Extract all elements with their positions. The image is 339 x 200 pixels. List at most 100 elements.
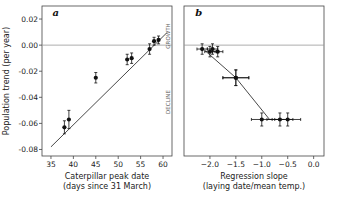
y-error-bar	[216, 46, 219, 56]
data-point	[94, 76, 98, 80]
y-error-cap	[208, 46, 211, 47]
panel-label: b	[195, 7, 202, 18]
y-tick	[39, 149, 42, 150]
x-error-cap	[274, 118, 275, 121]
y-error-bar	[63, 121, 66, 134]
x-tick	[235, 156, 236, 159]
plot-area	[42, 32, 172, 147]
y-error-bar	[148, 44, 151, 54]
x-tick-label: 40	[69, 160, 79, 169]
y-error-cap	[148, 43, 151, 44]
x-tick	[140, 156, 141, 159]
x-axis-label-line: (days since 31 March)	[63, 182, 151, 191]
reference-line	[184, 45, 324, 46]
x-tick-label: −2.0	[201, 160, 219, 169]
y-tick-label: -0.04	[19, 93, 39, 102]
y-error-cap	[278, 112, 281, 113]
x-tick	[163, 156, 164, 159]
y-error-bar	[157, 36, 160, 44]
x-error-bar	[213, 50, 223, 53]
data-point	[216, 50, 220, 54]
y-error-bar	[211, 44, 214, 54]
data-point	[62, 125, 66, 129]
y-error-cap	[286, 126, 289, 127]
data-point	[67, 117, 71, 121]
plot-frame	[42, 6, 172, 156]
x-axis-label-line: Caterpillar peak date	[65, 172, 150, 181]
y-error-bar	[126, 54, 129, 64]
y-error-cap	[260, 112, 263, 113]
y-error-cap	[126, 64, 129, 65]
y-error-cap	[234, 69, 237, 70]
y-tick	[39, 19, 42, 20]
y-error-cap	[234, 85, 237, 86]
x-tick	[313, 156, 314, 159]
x-tick	[287, 156, 288, 159]
data-point	[152, 39, 156, 43]
y-axis-label: Population trend (per year)	[2, 27, 11, 135]
x-error-cap	[212, 50, 213, 53]
x-axis-label: Regression slope(laying date/mean temp.)	[203, 172, 305, 191]
y-error-cap	[153, 45, 156, 46]
x-tick-label: 50	[113, 160, 123, 169]
y-error-cap	[63, 120, 66, 121]
x-error-cap	[207, 48, 208, 51]
y-error-cap	[201, 54, 204, 55]
y-tick-label: -0.08	[19, 145, 39, 154]
y-error-cap	[201, 43, 204, 44]
y-tick	[39, 97, 42, 98]
y-error-cap	[63, 133, 66, 134]
plot-area	[184, 44, 324, 126]
x-error-cap	[204, 50, 205, 53]
y-error-cap	[130, 63, 133, 64]
x-tick-label: 35	[46, 160, 56, 169]
chart-root: 354045505560-0.08-0.06-0.04-0.020.000.02…	[0, 0, 339, 200]
x-axis-label: Caterpillar peak date(days since 31 Marc…	[63, 172, 151, 191]
y-error-bar	[286, 113, 289, 126]
data-point	[147, 47, 151, 51]
y-tick-label: -0.06	[19, 119, 39, 128]
y-error-bar	[260, 113, 263, 126]
y-tick-label: -0.02	[19, 67, 39, 76]
y-error-cap	[260, 126, 263, 127]
y-tick	[39, 45, 42, 46]
y-error-cap	[208, 56, 211, 57]
y-tick-label: 0.02	[21, 15, 38, 24]
trend-line	[205, 50, 284, 119]
x-error-cap	[222, 50, 223, 53]
x-tick-label: −0.5	[279, 160, 297, 169]
y-error-bar	[67, 110, 70, 128]
x-tick	[118, 156, 119, 159]
x-error-bar	[223, 76, 249, 79]
y-error-bar	[201, 44, 204, 54]
x-error-cap	[196, 48, 197, 51]
y-error-bar	[153, 37, 156, 45]
annotation: DECLINE	[165, 90, 171, 114]
y-error-bar	[94, 73, 97, 83]
x-tick	[95, 156, 96, 159]
x-axis-label-line: Regression slope	[220, 172, 288, 181]
y-error-cap	[211, 54, 214, 55]
y-error-cap	[94, 82, 97, 83]
x-tick	[73, 156, 74, 159]
x-error-cap	[222, 76, 223, 79]
data-point	[130, 56, 134, 60]
y-error-bar	[234, 70, 237, 86]
x-tick-label: 45	[91, 160, 101, 169]
data-point	[286, 117, 290, 121]
y-error-cap	[234, 69, 237, 70]
y-error-cap	[67, 128, 70, 129]
y-error-cap	[67, 110, 70, 111]
y-error-cap	[157, 43, 160, 44]
data-point	[234, 76, 238, 80]
y-error-cap	[153, 37, 156, 38]
y-error-cap	[130, 52, 133, 53]
x-error-bar	[207, 48, 217, 51]
y-error-cap	[157, 36, 160, 37]
x-tick-label: −1.5	[227, 160, 245, 169]
y-error-cap	[126, 54, 129, 55]
data-point	[156, 38, 160, 42]
x-error-cap	[207, 48, 208, 51]
y-error-bar	[130, 53, 133, 63]
data-point	[260, 117, 264, 121]
